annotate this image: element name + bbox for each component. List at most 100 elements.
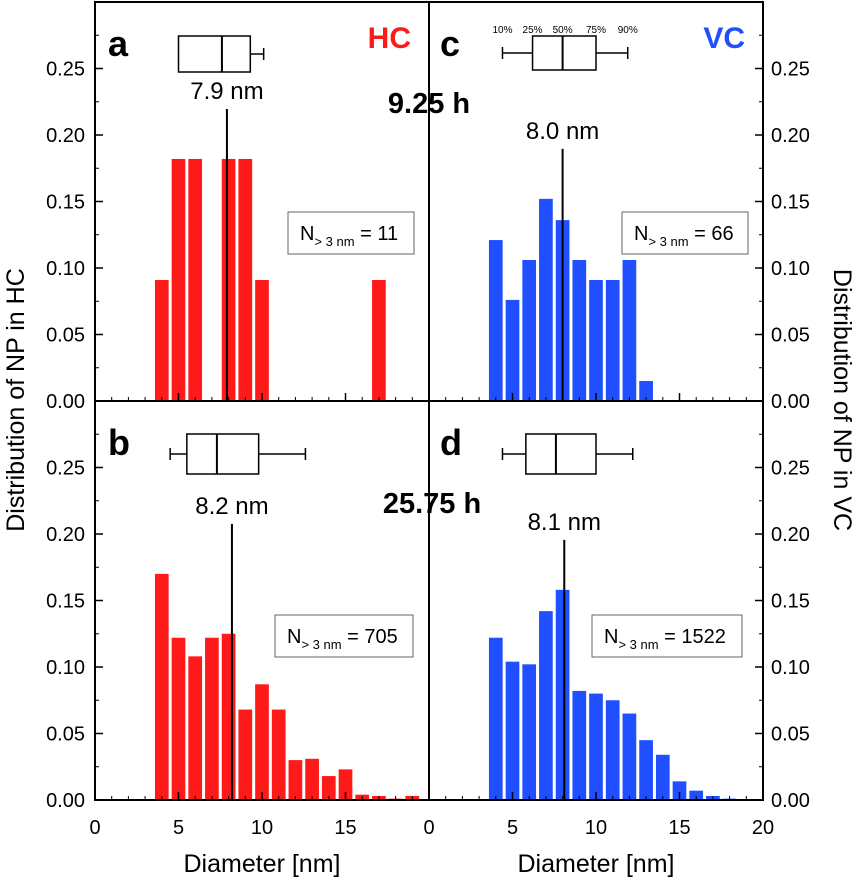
ytick-label-right-top-5: 0.25 — [771, 59, 810, 81]
bar-c-3 — [539, 198, 553, 401]
bar-d-2 — [522, 664, 537, 800]
ylabel-left: Distribution of NP in HC — [2, 268, 30, 532]
ytick-label-right-top-2: 0.10 — [771, 258, 810, 280]
bar-b-7 — [271, 709, 286, 800]
bar-c-9 — [639, 381, 653, 401]
bar-d-11 — [672, 781, 687, 800]
bar-d-5 — [572, 690, 587, 800]
xtick-label-right-0: 0 — [423, 817, 434, 839]
bar-b-5 — [238, 709, 253, 800]
n-box-a — [287, 211, 415, 255]
ytick-label-left-bottom-3: 0.15 — [46, 591, 85, 613]
panel-label-c: c — [440, 23, 460, 64]
ytick-label-left-bottom-2: 0.10 — [46, 657, 85, 679]
bar-c-6 — [589, 279, 603, 401]
bar-d-12 — [689, 790, 704, 800]
boxplot-pct-label-c-3: 75% — [586, 25, 606, 36]
panel-label-b: b — [108, 422, 130, 463]
ytick-label-right-bottom-3: 0.15 — [771, 591, 810, 613]
bar-c-7 — [605, 279, 620, 401]
ytick-label-left-top-4: 0.20 — [46, 125, 85, 147]
boxplot-pct-label-c-2: 50% — [553, 25, 573, 36]
n-label-d: N> 3 nm = 1522 — [604, 626, 726, 652]
marks-layer — [169, 35, 749, 800]
n-box-c — [621, 211, 749, 255]
xlabel-left: Diameter [nm] — [184, 850, 341, 878]
n-box-d — [591, 614, 743, 658]
mean-label-a: 7.9 nm — [190, 78, 263, 105]
boxplot-box-b — [186, 433, 260, 475]
ytick-label-right-bottom-2: 0.10 — [771, 657, 810, 679]
bar-a-5 — [255, 279, 269, 401]
bars-layer — [154, 158, 737, 800]
axes-layer — [94, 1, 764, 801]
bar-d-1 — [505, 661, 520, 800]
bar-b-1 — [171, 637, 186, 800]
bar-a-1 — [171, 158, 186, 401]
bar-d-0 — [488, 637, 503, 800]
bar-a-2 — [188, 158, 203, 401]
bar-d-7 — [605, 700, 620, 800]
ytick-label-right-top-0: 0.00 — [771, 391, 810, 413]
xtick-label-right-1: 5 — [507, 817, 518, 839]
n-label-c: N> 3 nm = 66 — [634, 223, 734, 249]
bar-d-8 — [622, 713, 637, 800]
mean-label-d: 8.1 nm — [528, 509, 601, 536]
ytick-label-right-bottom-4: 0.20 — [771, 524, 810, 546]
bar-a-0 — [154, 279, 169, 401]
mean-label-b: 8.2 nm — [195, 493, 268, 520]
n-label-a: N> 3 nm = 11 — [300, 223, 398, 249]
bar-b-8 — [288, 760, 303, 800]
bar-d-6 — [589, 693, 603, 800]
bar-c-5 — [572, 260, 587, 401]
ytick-label-right-bottom-5: 0.25 — [771, 458, 810, 480]
xtick-label-left-3: 15 — [334, 817, 356, 839]
bar-d-10 — [655, 754, 670, 800]
ytick-label-right-bottom-0: 0.00 — [771, 790, 810, 812]
ytick-label-left-top-2: 0.10 — [46, 258, 85, 280]
bar-b-11 — [338, 769, 353, 800]
ytick-label-left-bottom-0: 0.00 — [46, 790, 85, 812]
n-label-b: N> 3 nm = 705 — [287, 626, 398, 652]
bar-b-6 — [255, 684, 269, 800]
boxplot-pct-label-c-1: 25% — [523, 25, 543, 36]
xtick-label-right-3: 15 — [668, 817, 690, 839]
bar-d-3 — [539, 611, 553, 800]
legend-vc: VC — [703, 22, 745, 55]
ytick-label-left-bottom-1: 0.05 — [46, 724, 85, 746]
bar-b-3 — [205, 637, 219, 800]
bar-b-0 — [154, 573, 169, 800]
bar-d-9 — [639, 740, 653, 800]
bar-c-0 — [488, 240, 503, 401]
xtick-label-left-2: 10 — [251, 817, 273, 839]
xtick-label-left-1: 5 — [173, 817, 184, 839]
ytick-label-left-top-1: 0.05 — [46, 325, 85, 347]
legend-hc: HC — [368, 22, 411, 55]
bar-b-9 — [305, 758, 319, 800]
xtick-label-right-2: 10 — [585, 817, 607, 839]
xtick-label-left-0: 0 — [89, 817, 100, 839]
xlabel-right: Diameter [nm] — [518, 850, 675, 878]
boxplot-pct-label-c-4: 90% — [618, 25, 638, 36]
bar-b-2 — [188, 656, 203, 800]
bar-a-3 — [221, 158, 236, 401]
bar-a-4 — [238, 158, 253, 401]
ytick-label-right-bottom-1: 0.05 — [771, 724, 810, 746]
ytick-label-right-top-3: 0.15 — [771, 192, 810, 214]
boxplot-box-c — [531, 35, 597, 71]
bar-c-1 — [505, 299, 520, 401]
bar-d-4 — [555, 589, 570, 800]
ytick-label-right-top-1: 0.05 — [771, 325, 810, 347]
boxplot-pct-label-c-0: 10% — [492, 25, 512, 36]
bar-c-2 — [522, 260, 537, 401]
text-layer: 7.9 nm a N> 3 nm = 11 8.0 nm c N> 3 nm = 66 10… — [46, 23, 810, 839]
bar-b-4 — [221, 633, 236, 800]
ytick-label-left-top-5: 0.25 — [46, 59, 85, 81]
n-box-b — [274, 614, 414, 658]
boxplot-box-a — [177, 35, 252, 73]
bar-a-6 — [372, 279, 386, 401]
ytick-label-left-bottom-5: 0.25 — [46, 458, 85, 480]
ytick-label-right-top-4: 0.20 — [771, 125, 810, 147]
xtick-label-right-4: 20 — [752, 817, 774, 839]
